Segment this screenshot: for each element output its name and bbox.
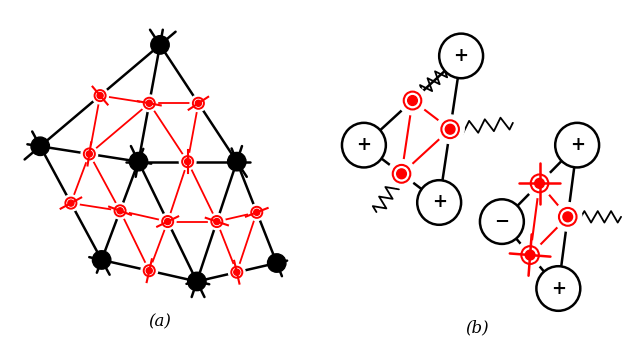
- Circle shape: [228, 153, 246, 171]
- Circle shape: [534, 178, 545, 188]
- Circle shape: [436, 115, 464, 143]
- Text: +: +: [570, 136, 585, 154]
- Text: −: −: [494, 213, 509, 230]
- Text: +: +: [356, 136, 371, 154]
- Circle shape: [234, 269, 240, 275]
- Circle shape: [516, 241, 544, 269]
- Circle shape: [480, 199, 524, 244]
- Circle shape: [445, 124, 455, 134]
- Circle shape: [525, 250, 535, 260]
- Circle shape: [184, 159, 191, 165]
- Circle shape: [179, 153, 196, 170]
- Circle shape: [164, 218, 171, 224]
- Circle shape: [417, 180, 461, 225]
- Circle shape: [146, 268, 152, 274]
- Circle shape: [97, 92, 103, 99]
- Circle shape: [195, 100, 202, 106]
- Circle shape: [387, 160, 415, 188]
- Circle shape: [112, 202, 129, 219]
- Circle shape: [342, 123, 386, 167]
- Circle shape: [81, 145, 98, 162]
- Circle shape: [31, 137, 49, 155]
- Circle shape: [146, 100, 152, 106]
- Circle shape: [439, 34, 483, 78]
- Circle shape: [190, 95, 207, 112]
- Circle shape: [68, 200, 74, 206]
- Circle shape: [554, 202, 582, 231]
- Circle shape: [141, 95, 157, 112]
- Circle shape: [408, 96, 417, 105]
- Circle shape: [214, 218, 220, 224]
- Circle shape: [209, 213, 225, 230]
- Circle shape: [141, 262, 157, 279]
- Circle shape: [536, 266, 580, 311]
- Circle shape: [399, 86, 427, 115]
- Circle shape: [253, 209, 260, 215]
- Circle shape: [159, 213, 176, 230]
- Circle shape: [151, 36, 169, 54]
- Circle shape: [92, 87, 108, 104]
- Text: +: +: [431, 194, 447, 211]
- Text: +: +: [551, 280, 566, 297]
- Circle shape: [556, 123, 599, 167]
- Circle shape: [248, 204, 265, 221]
- Circle shape: [525, 169, 554, 198]
- Text: +: +: [454, 47, 468, 65]
- Text: (b): (b): [465, 319, 488, 336]
- Circle shape: [188, 272, 206, 291]
- Circle shape: [92, 251, 111, 269]
- Circle shape: [563, 212, 573, 222]
- Circle shape: [63, 195, 79, 211]
- Circle shape: [228, 264, 245, 280]
- Circle shape: [129, 153, 148, 171]
- Circle shape: [86, 151, 92, 157]
- Circle shape: [397, 169, 406, 179]
- Circle shape: [268, 254, 286, 272]
- Circle shape: [117, 208, 123, 214]
- Text: (a): (a): [148, 314, 172, 331]
